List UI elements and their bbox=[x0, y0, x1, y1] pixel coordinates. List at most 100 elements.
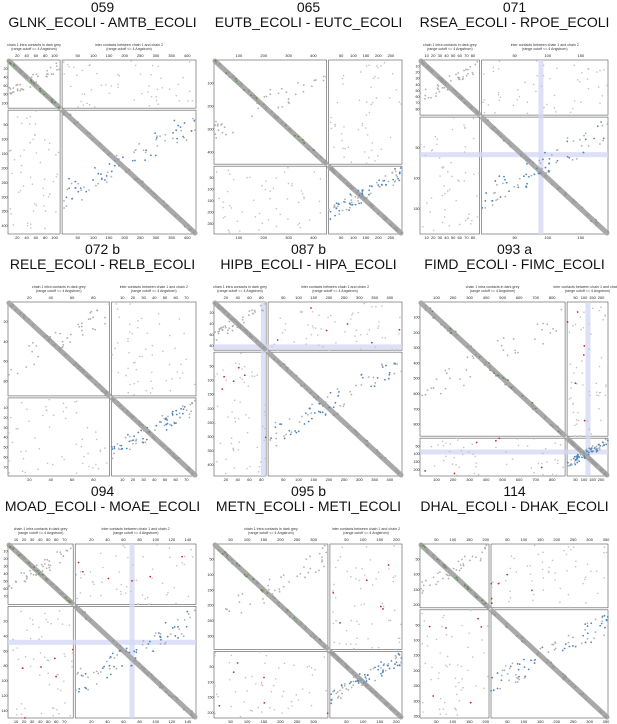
contact-dot bbox=[343, 403, 346, 406]
top-tick-label: 150 bbox=[589, 295, 596, 300]
contact-dot bbox=[530, 580, 533, 582]
left-tick-label: 100 bbox=[208, 187, 214, 191]
contact-dot bbox=[395, 174, 398, 177]
contact-dot bbox=[41, 570, 44, 572]
contact-dot bbox=[325, 689, 328, 692]
cutoff-caption: (range cutoff <= 4 Angstrom) bbox=[470, 289, 516, 293]
contact-dot bbox=[135, 442, 137, 445]
contact-dot bbox=[188, 413, 191, 415]
contact-dot bbox=[37, 468, 39, 471]
contact-dot bbox=[239, 401, 241, 403]
contact-dot bbox=[338, 642, 341, 645]
contact-dot bbox=[270, 437, 273, 440]
contact-dot bbox=[140, 429, 143, 432]
contact-dot bbox=[573, 435, 576, 437]
contact-dot bbox=[81, 69, 84, 72]
contact-dot bbox=[232, 324, 235, 327]
contact-dot bbox=[70, 333, 72, 336]
contact-dot bbox=[461, 624, 463, 627]
contact-dot bbox=[220, 123, 223, 126]
contact-dot bbox=[255, 98, 258, 102]
contact-dot bbox=[347, 146, 350, 148]
contact-dot bbox=[559, 601, 561, 604]
contact-dot bbox=[497, 374, 500, 377]
contact-dot bbox=[423, 146, 425, 148]
contact-dot bbox=[332, 622, 335, 625]
contact-dot bbox=[76, 74, 78, 77]
contact-dot bbox=[499, 687, 502, 690]
contact-dot bbox=[73, 66, 75, 69]
contact-dot bbox=[224, 472, 227, 475]
contact-dot bbox=[133, 659, 136, 662]
contact-dot bbox=[45, 334, 49, 338]
top-tick-label: 250 bbox=[341, 295, 348, 300]
contact-dot bbox=[533, 437, 536, 440]
contact-dot bbox=[334, 125, 336, 127]
contact-dot bbox=[424, 579, 427, 582]
contact-dot bbox=[395, 89, 398, 91]
contact-dot bbox=[574, 323, 577, 326]
contact-dot bbox=[498, 175, 501, 178]
contact-dot bbox=[164, 621, 167, 624]
contact-dot bbox=[97, 672, 100, 675]
contact-dot bbox=[498, 375, 502, 378]
contact-dot bbox=[596, 394, 598, 396]
contact-dot bbox=[395, 661, 398, 664]
contact-dot bbox=[471, 656, 474, 658]
contact-dot bbox=[421, 643, 424, 645]
contact-dot bbox=[106, 391, 109, 394]
contact-dot bbox=[57, 151, 60, 154]
top-tick-label: 400 bbox=[386, 295, 393, 300]
contact-dot bbox=[16, 83, 19, 86]
contact-dot bbox=[377, 668, 380, 671]
contact-dot bbox=[248, 335, 251, 338]
left-tick-label: 150 bbox=[208, 588, 214, 592]
contact-dot bbox=[48, 193, 51, 195]
contact-dot bbox=[39, 161, 42, 164]
contact-dot bbox=[167, 694, 171, 697]
contact-dot bbox=[277, 92, 280, 95]
contact-dot bbox=[588, 348, 591, 350]
map-frame bbox=[213, 351, 267, 477]
bottom-tick-label: 50 bbox=[512, 235, 517, 240]
contact-dot bbox=[249, 465, 251, 468]
contact-dot bbox=[44, 227, 46, 230]
contact-dot bbox=[540, 466, 543, 469]
contact-dot bbox=[19, 312, 22, 315]
contact-dot bbox=[241, 211, 243, 213]
contact-dot bbox=[380, 148, 383, 151]
contact-dot bbox=[484, 361, 487, 364]
contact-dot bbox=[399, 715, 402, 718]
left-tick-label: 40 bbox=[4, 76, 8, 80]
protein-pair-title: RELE_ECOLI - RELB_ECOLI bbox=[9, 256, 196, 272]
contact-dot bbox=[596, 222, 599, 225]
contact-dot bbox=[84, 686, 86, 689]
contact-dot bbox=[53, 657, 56, 660]
contact-dot bbox=[298, 623, 301, 626]
contact-dot bbox=[466, 356, 469, 359]
contact-dot bbox=[576, 457, 578, 460]
contact-dot bbox=[214, 133, 217, 136]
left-tick-label: 20 bbox=[210, 311, 214, 315]
contact-dot bbox=[497, 582, 500, 585]
contact-dot bbox=[284, 329, 287, 331]
contact-dot bbox=[144, 348, 147, 350]
contact-dot bbox=[554, 647, 557, 650]
contact-dot bbox=[589, 394, 591, 397]
contact-dot bbox=[275, 225, 278, 228]
contact-dot bbox=[108, 664, 111, 667]
top-tick-label: 50 bbox=[434, 537, 439, 542]
contact-dot bbox=[147, 671, 150, 674]
contact-dot bbox=[360, 202, 363, 204]
contact-dot bbox=[531, 161, 535, 164]
contact-dot bbox=[131, 579, 133, 582]
left-tick-label: 100 bbox=[414, 452, 420, 456]
contact-dot bbox=[462, 686, 464, 689]
contact-dot bbox=[230, 558, 233, 561]
contact-dot bbox=[130, 664, 133, 667]
contact-dot bbox=[463, 584, 466, 587]
contact-dot bbox=[240, 82, 243, 85]
contact-dot bbox=[433, 465, 436, 467]
contact-dot bbox=[318, 314, 320, 317]
bottom-tick-label: 150 bbox=[363, 235, 370, 240]
